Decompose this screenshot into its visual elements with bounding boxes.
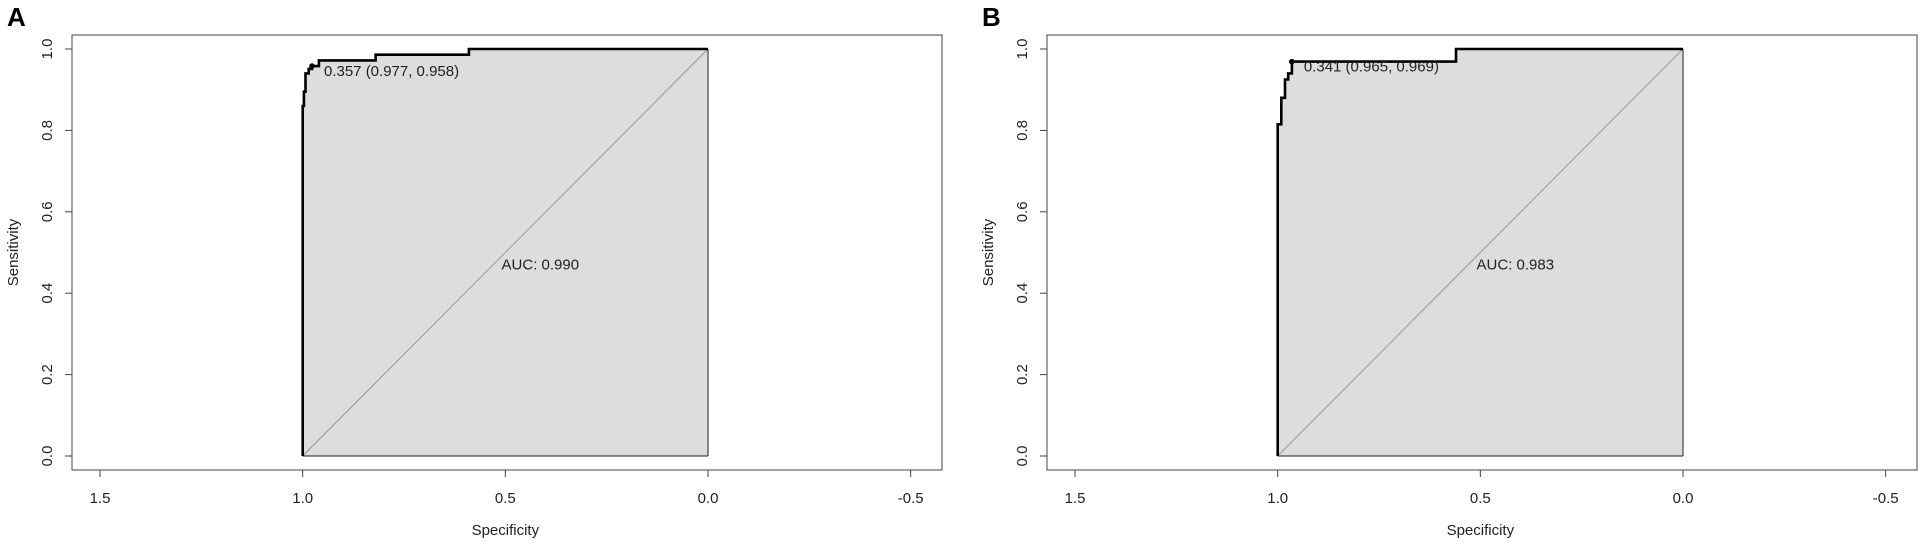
auc-label: AUC: 0.990 bbox=[502, 257, 580, 274]
reference-diagonal bbox=[302, 48, 709, 457]
chart-panel-b: B 0.341 (0.965, 0.969) AUC: 0.983 1.5 1.0 0.… bbox=[975, 0, 1920, 546]
auc-label: AUC: 0.983 bbox=[1477, 257, 1555, 274]
x-tick-label: 0.0 bbox=[1673, 490, 1694, 507]
x-tick-label: 1.5 bbox=[90, 490, 111, 507]
roc-chart-b: 0.341 (0.965, 0.969) AUC: 0.983 1.5 1.0 0.5 0… bbox=[980, 34, 1918, 539]
y-tick-label: 0.0 bbox=[1014, 446, 1031, 467]
threshold-label: 0.341 (0.965, 0.969) bbox=[1304, 59, 1439, 76]
y-tick-label: 0.2 bbox=[1014, 364, 1031, 385]
y-tick-label: 1.0 bbox=[1014, 39, 1031, 60]
panel-label: A bbox=[7, 2, 26, 32]
y-tick-label: 1.0 bbox=[39, 39, 56, 60]
y-tick-label: 0.2 bbox=[39, 364, 56, 385]
y-tick-label: 0.6 bbox=[39, 201, 56, 222]
y-tick-label: 0.8 bbox=[1014, 120, 1031, 141]
roc-curve bbox=[1276, 47, 1683, 456]
roc-chart-a: 0.357 (0.977, 0.958) AUC: 0.990 1.5 1.0 0.5 0… bbox=[5, 34, 943, 539]
y-axis-label: Sensitivity bbox=[980, 218, 997, 286]
y-axis-label: Sensitivity bbox=[5, 218, 22, 286]
threshold-label: 0.357 (0.977, 0.958) bbox=[324, 63, 459, 80]
y-tick-label: 0.6 bbox=[1014, 201, 1031, 222]
plot-frame bbox=[1046, 34, 1918, 471]
roc-curve bbox=[301, 47, 708, 456]
x-tick-label: 1.5 bbox=[1065, 490, 1086, 507]
threshold-point bbox=[309, 63, 315, 69]
plot-frame bbox=[71, 34, 943, 471]
x-tick-label: 0.5 bbox=[495, 490, 516, 507]
x-tick-label: -0.5 bbox=[1873, 490, 1899, 507]
y-tick-label: 0.4 bbox=[39, 283, 56, 304]
x-tick-label: -0.5 bbox=[898, 490, 924, 507]
reference-diagonal bbox=[1277, 48, 1684, 457]
chart-panel-a: A 0.357 (0.977, 0.958) AUC: 0.990 1.5 1.0 0.… bbox=[5, 2, 943, 539]
x-tick-label: 1.0 bbox=[292, 490, 313, 507]
x-axis-label: Specificity bbox=[1447, 522, 1515, 539]
x-tick-label: 0.5 bbox=[1470, 490, 1491, 507]
threshold-point bbox=[1289, 58, 1295, 65]
x-tick-label: 1.0 bbox=[1267, 490, 1288, 507]
x-axis-label: Specificity bbox=[472, 522, 540, 539]
panel-label: B bbox=[982, 2, 1001, 32]
y-tick-label: 0.0 bbox=[39, 446, 56, 467]
x-tick-label: 0.0 bbox=[698, 490, 719, 507]
y-tick-label: 0.8 bbox=[39, 120, 56, 141]
y-tick-label: 0.4 bbox=[1014, 283, 1031, 304]
